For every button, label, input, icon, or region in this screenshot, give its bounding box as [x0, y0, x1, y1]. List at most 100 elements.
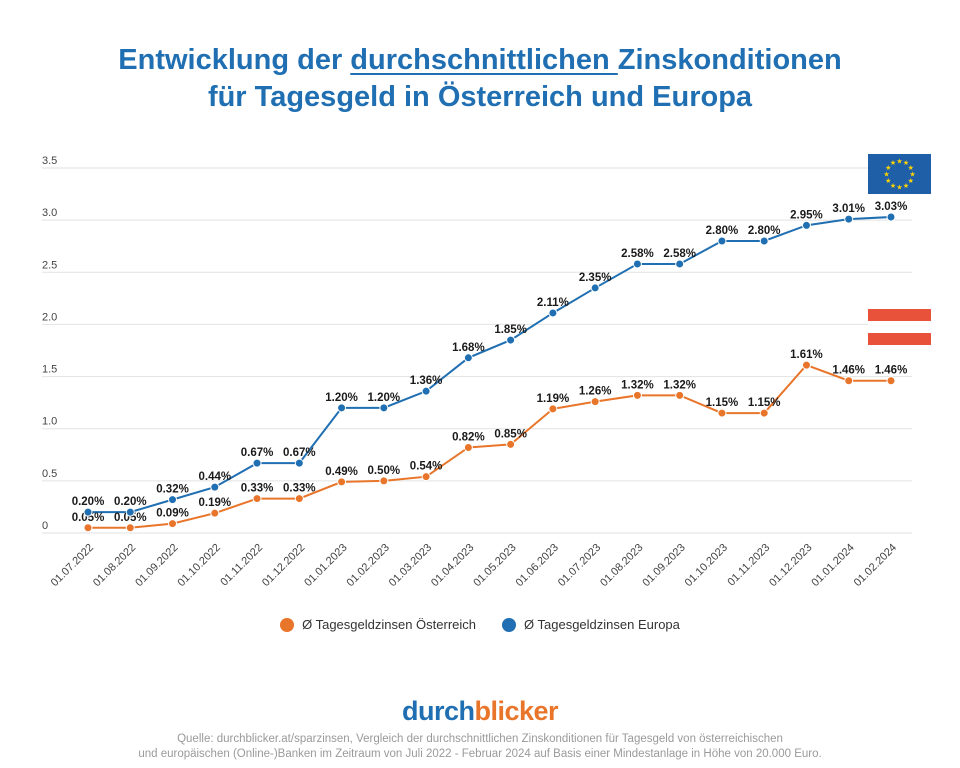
x-tick-label: 01.08.2022	[91, 542, 138, 589]
flag-star: ★	[903, 159, 909, 167]
y-tick-label: 3.0	[42, 207, 57, 219]
x-tick-label: 01.11.2023	[725, 542, 772, 589]
data-point	[463, 442, 473, 452]
data-point	[252, 458, 262, 468]
x-tick-label: 01.12.2022	[260, 542, 307, 589]
x-tick-label: 01.12.2023	[767, 542, 814, 589]
data-point	[210, 482, 220, 492]
y-tick-label: 0.5	[42, 468, 57, 480]
x-tick-label: 01.09.2022	[133, 542, 180, 589]
data-label: 2.80%	[706, 225, 739, 237]
data-label: 0.20%	[114, 496, 147, 508]
data-label: 1.32%	[663, 379, 696, 391]
data-label: 1.15%	[748, 397, 781, 409]
legend-item-europe[interactable]: Ø Tagesgeldzinsen Europa	[502, 617, 680, 632]
x-tick-label: 01.08.2023	[598, 542, 645, 589]
data-label: 0.82%	[452, 431, 485, 443]
y-tick-label: 1.0	[42, 416, 57, 428]
x-tick-label: 01.03.2023	[387, 542, 434, 589]
flag-field	[868, 154, 931, 194]
data-point	[590, 397, 600, 407]
chart-title-line2: für Tagesgeld in Österreich und Europa	[207, 81, 753, 113]
data-point	[717, 408, 727, 418]
data-point	[168, 519, 178, 529]
title-underlined: durchschnittlichen	[350, 44, 618, 76]
data-label: 1.61%	[790, 349, 823, 361]
x-tick-label: 01.01.2023	[302, 542, 349, 589]
flag-star: ★	[896, 184, 902, 192]
data-label: 0.33%	[241, 483, 274, 495]
data-point	[506, 439, 516, 449]
data-label: 0.67%	[241, 447, 274, 459]
data-point	[801, 220, 811, 230]
flag-star: ★	[883, 171, 889, 179]
data-point	[337, 477, 347, 487]
data-label: 1.15%	[706, 397, 739, 409]
x-tick-label: 01.11.2022	[218, 542, 265, 589]
source-line: und europäischen (Online-)Banken im Zeit…	[138, 748, 822, 760]
chart-title-line1: Entwicklung der durchschnittlichen Zinsk…	[0, 42, 960, 78]
title-part: Zinskonditionen	[617, 44, 842, 76]
data-label: 0.05%	[114, 512, 147, 524]
data-label: 2.58%	[663, 248, 696, 260]
data-point	[759, 236, 769, 246]
brand-part: durch	[401, 696, 475, 726]
x-tick-label: 01.07.2022	[49, 542, 96, 589]
data-label: 1.36%	[410, 375, 443, 387]
x-tick-label: 01.02.2024	[852, 542, 899, 589]
series-line	[88, 216, 892, 514]
data-point	[506, 335, 516, 345]
data-point	[886, 212, 896, 222]
y-tick-label: 1.5	[42, 364, 57, 376]
data-point	[801, 360, 811, 370]
flag-star: ★	[896, 158, 902, 166]
data-point	[844, 214, 854, 224]
data-label: 1.26%	[579, 386, 612, 398]
data-label: 1.85%	[494, 324, 527, 336]
flag-star: ★	[908, 164, 914, 172]
data-point	[632, 390, 642, 400]
data-label: 0.09%	[156, 508, 189, 520]
data-point	[463, 353, 473, 363]
data-label: 2.11%	[537, 297, 569, 309]
data-point	[844, 376, 854, 386]
x-tick-label: 01.02.2023	[345, 542, 392, 589]
data-label: 1.46%	[875, 365, 908, 377]
data-point	[337, 403, 347, 413]
source-note: Quelle: durchblicker.at/sparzinsen, Verg…	[0, 732, 960, 762]
data-label: 0.33%	[283, 483, 316, 495]
flag-star: ★	[903, 182, 909, 190]
x-axis-labels: 01.07.202201.08.202201.09.202201.10.2022…	[49, 542, 899, 589]
x-tick-label: 01.06.2023	[514, 542, 561, 589]
data-label: 0.20%	[72, 496, 105, 508]
eu-flag-icon: ★ ★★★★★★★★★★★	[868, 154, 931, 194]
data-label: 0.50%	[368, 465, 401, 477]
data-point	[759, 408, 769, 418]
x-tick-label: 01.09.2023	[640, 542, 687, 589]
legend-item-austria[interactable]: Ø Tagesgeldzinsen Österreich	[280, 617, 476, 632]
data-label: 1.32%	[621, 379, 654, 391]
x-tick-label: 01.01.2024	[809, 542, 856, 589]
data-point	[548, 308, 558, 318]
data-label: 0.54%	[410, 461, 443, 473]
austria-flag-icon	[868, 309, 931, 345]
data-label: 0.44%	[198, 471, 231, 483]
x-tick-label: 01.05.2023	[471, 542, 518, 589]
data-point	[83, 523, 93, 533]
data-label: 3.01%	[832, 203, 865, 215]
flag-stripe-red	[868, 309, 931, 321]
flag-stripe-white	[868, 321, 931, 333]
title-part: Entwicklung der	[118, 44, 351, 76]
data-point	[421, 386, 431, 396]
data-label: 1.20%	[368, 392, 401, 404]
data-point	[125, 507, 135, 517]
legend-dot-icon	[502, 617, 517, 632]
data-label: 0.85%	[494, 428, 527, 440]
x-tick-label: 01.10.2022	[175, 542, 222, 589]
legend: Ø Tagesgeldzinsen Österreich Ø Tagesgeld…	[0, 617, 960, 632]
flag-stripe-red	[868, 333, 931, 345]
data-point	[379, 476, 389, 486]
data-point	[717, 236, 727, 246]
flag-star: ★	[885, 177, 891, 185]
y-tick-label: 2.5	[42, 259, 57, 271]
